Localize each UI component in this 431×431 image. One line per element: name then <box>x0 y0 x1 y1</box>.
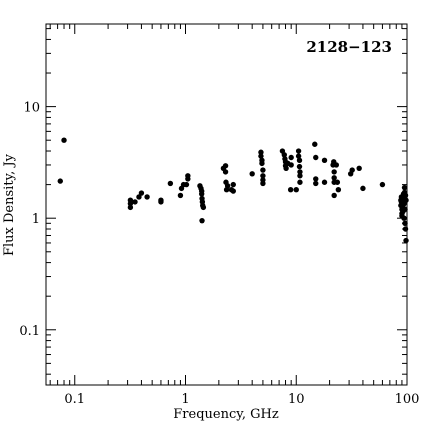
x-axis-label: Frequency, GHz <box>173 407 279 422</box>
data-point <box>144 194 150 200</box>
data-point <box>288 154 294 161</box>
data-point <box>260 167 266 173</box>
data-point <box>61 137 67 143</box>
data-point <box>360 185 366 192</box>
data-point <box>321 157 328 164</box>
data-point <box>331 169 337 175</box>
data-point <box>224 183 231 189</box>
data-point <box>230 188 236 194</box>
data-point <box>313 176 319 182</box>
data-point <box>158 199 164 205</box>
data-point <box>335 187 342 193</box>
data-point <box>132 199 138 205</box>
data-point <box>259 160 265 167</box>
data-point <box>333 162 340 168</box>
data-point <box>57 178 63 184</box>
data-point <box>402 220 408 227</box>
data-point <box>356 165 362 172</box>
data-point <box>313 154 319 161</box>
data-point <box>313 180 319 187</box>
data-point <box>183 181 190 188</box>
y-tick-label: 1 <box>32 212 40 227</box>
data-point <box>185 176 191 182</box>
data-point <box>167 180 174 187</box>
data-point <box>295 153 302 159</box>
data-point <box>331 192 337 199</box>
data-point <box>402 206 408 213</box>
data-point <box>295 148 302 154</box>
data-point <box>283 165 289 172</box>
x-tick-label: 0.1 <box>64 392 85 407</box>
data-points <box>57 137 409 244</box>
data-point <box>260 173 266 179</box>
data-point <box>127 204 134 211</box>
data-point <box>222 163 229 169</box>
y-tick-label: 10 <box>23 101 40 116</box>
data-point <box>331 175 337 181</box>
data-point <box>230 181 236 188</box>
y-tick-label: 0.1 <box>19 324 40 339</box>
data-point <box>260 180 266 187</box>
data-point <box>402 226 409 232</box>
data-point <box>401 215 407 221</box>
data-point <box>403 237 409 244</box>
data-point <box>222 169 229 175</box>
data-point <box>312 141 318 147</box>
data-point <box>321 179 328 185</box>
data-point <box>296 157 303 164</box>
plot-frame <box>45 23 408 386</box>
data-point <box>297 169 303 175</box>
data-point <box>138 190 145 196</box>
data-point <box>258 149 264 155</box>
x-tick-label: 100 <box>395 392 420 407</box>
data-point <box>297 179 303 185</box>
data-point <box>200 204 207 211</box>
data-point <box>334 179 341 185</box>
data-point <box>379 181 386 188</box>
data-point <box>177 192 184 199</box>
y-axis-label: Flux Density, Jy <box>2 153 17 256</box>
data-point <box>296 163 303 170</box>
data-point <box>287 187 294 193</box>
x-tick-label: 1 <box>181 392 189 407</box>
data-point <box>288 162 294 168</box>
data-point <box>293 187 299 193</box>
data-point <box>281 152 288 158</box>
axis-ticks <box>46 24 408 385</box>
data-point <box>400 191 407 197</box>
data-point <box>249 171 255 177</box>
data-point <box>127 200 134 207</box>
x-tick-label: 10 <box>288 392 305 407</box>
data-point <box>349 167 355 173</box>
data-point <box>297 173 303 179</box>
data-point <box>199 217 205 224</box>
data-point <box>136 194 142 200</box>
data-point <box>403 197 409 203</box>
source-annotation: 2128−123 <box>306 38 392 56</box>
data-point <box>258 153 264 159</box>
tick-labels: 0.1 1 10 100 0.1 1 10 <box>19 101 419 407</box>
data-point <box>198 191 205 197</box>
data-point <box>401 184 408 191</box>
